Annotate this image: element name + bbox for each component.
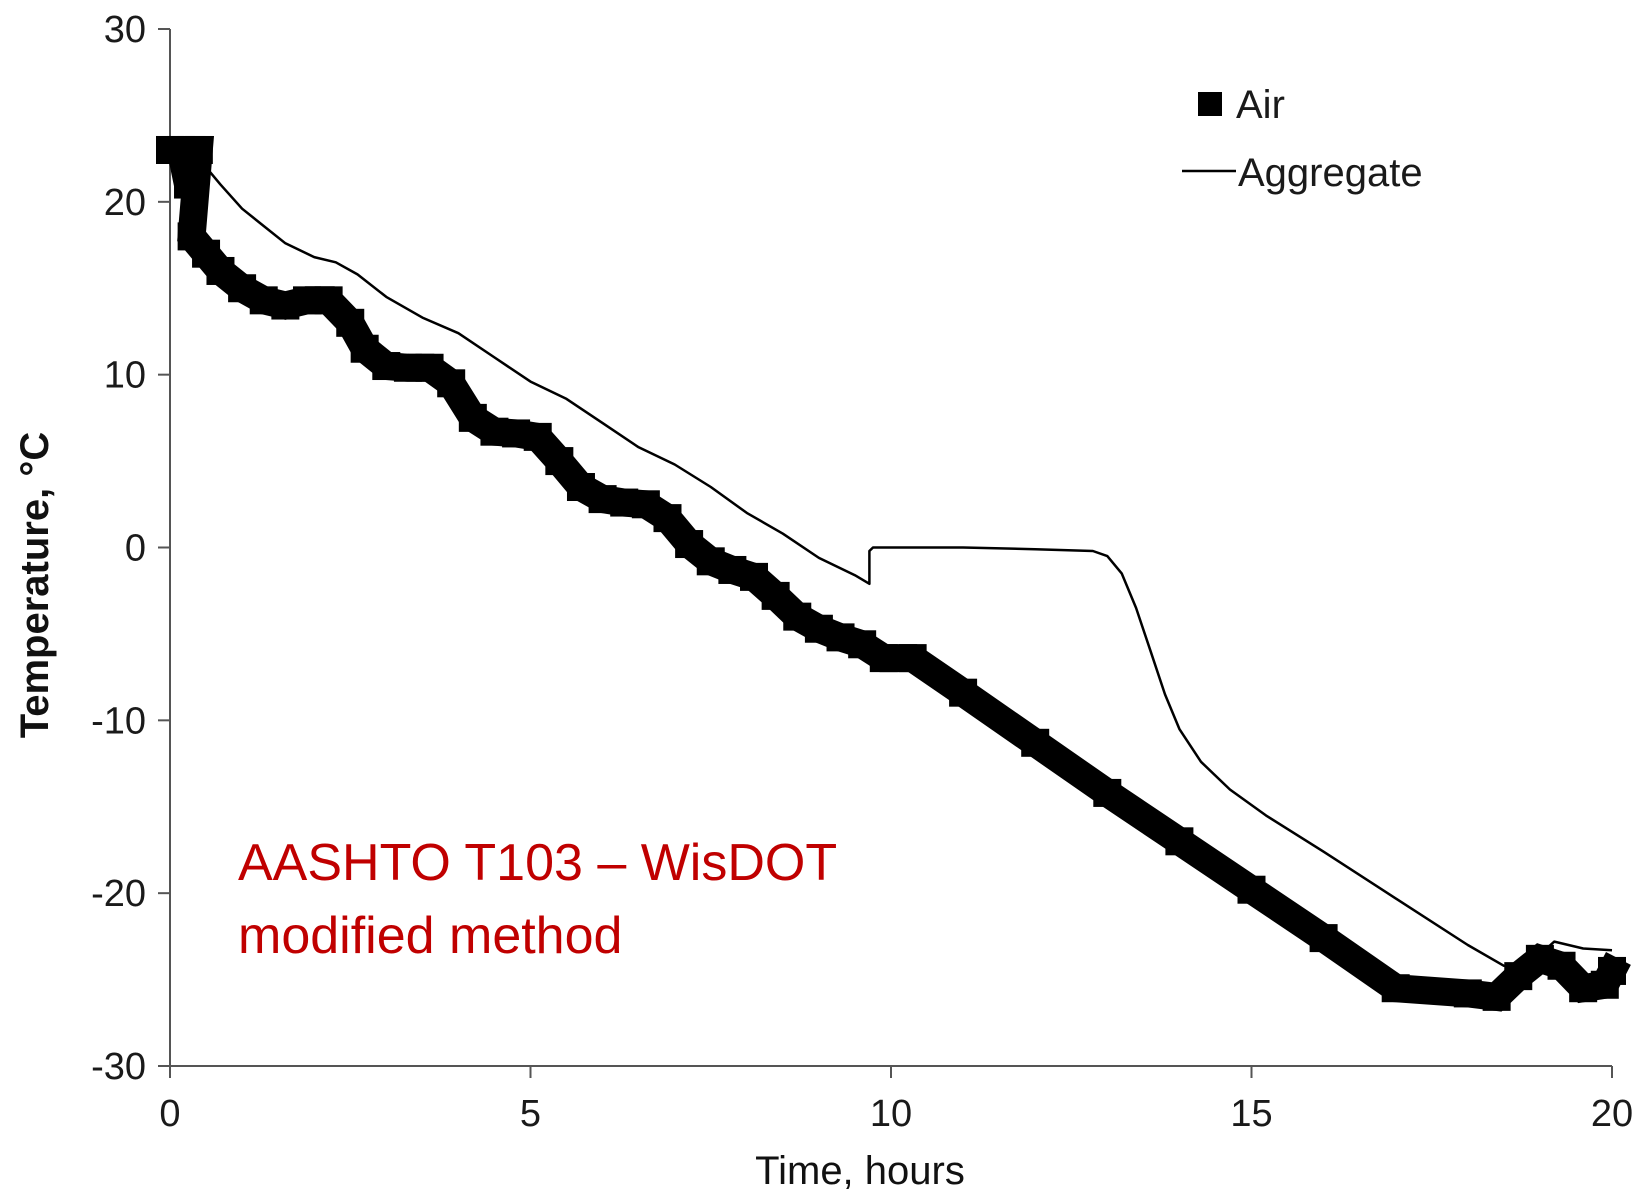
air-data-point [898, 644, 927, 673]
y-tick-label: -30 [91, 1046, 146, 1088]
x-axis-title: Time, hours [755, 1149, 965, 1193]
y-tick-label: 20 [104, 182, 146, 224]
air-data-point [1309, 924, 1338, 953]
legend-air-marker [1198, 92, 1222, 116]
air-data-point [336, 308, 365, 337]
air-data-point [174, 170, 203, 199]
air-data-point [869, 644, 898, 673]
air-data-point [1598, 956, 1626, 985]
air-data-point [1165, 827, 1194, 856]
air-data-point [437, 369, 466, 398]
x-tick-label: 0 [159, 1093, 180, 1135]
x-tick-label: 15 [1230, 1093, 1272, 1135]
air-data-point [1453, 979, 1482, 1008]
series-air [156, 135, 1631, 1012]
y-tick-label: 10 [104, 355, 146, 397]
legend-aggregate-label: Aggregate [1238, 151, 1423, 195]
x-tick-label: 5 [520, 1093, 541, 1135]
air-data-point [1237, 875, 1266, 904]
y-axis-title: Temperature, °C [13, 432, 57, 738]
air-data-point [1093, 778, 1122, 807]
air-data-point [949, 678, 978, 707]
air-data-point [1021, 728, 1050, 757]
y-tick-label: -10 [91, 700, 146, 742]
y-tick-label: 30 [104, 9, 146, 51]
annotation: AASHTO T103 – WisDOT modified method [238, 834, 837, 965]
series-layer [156, 135, 1631, 1012]
axes: 30 20 10 0 -10 -20 -30 0 5 10 15 20 [91, 9, 1633, 1135]
air-data-point [1381, 974, 1410, 1003]
series-aggregate [197, 157, 1613, 969]
aggregate-series-line [197, 157, 1613, 969]
annotation-line-1: AASHTO T103 – WisDOT [238, 834, 837, 892]
y-tick-label: -20 [91, 873, 146, 915]
annotation-line-2: modified method [238, 907, 622, 965]
air-data-point [523, 422, 552, 451]
x-tick-label: 20 [1591, 1093, 1633, 1135]
air-data-point [653, 504, 682, 533]
legend-air-label: Air [1236, 83, 1285, 127]
y-tick-label: 0 [125, 528, 146, 570]
air-data-point [545, 447, 574, 476]
x-tick-label: 10 [870, 1093, 912, 1135]
legend: Air Aggregate [1182, 83, 1423, 195]
